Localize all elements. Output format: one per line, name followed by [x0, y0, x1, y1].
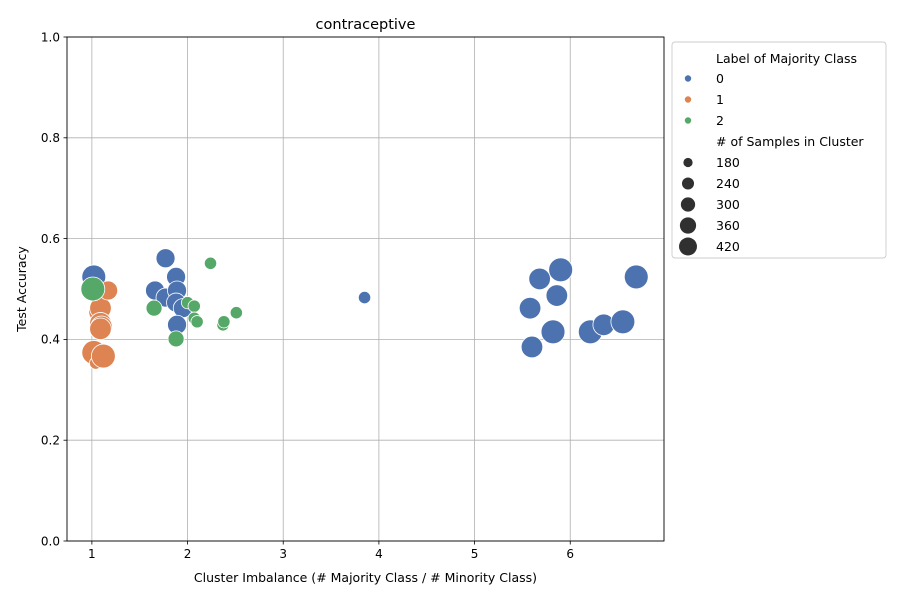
data-points: [80, 248, 649, 370]
data-point-class-2: [80, 276, 106, 302]
legend-size-marker: [679, 217, 697, 234]
x-tick-label: 5: [471, 547, 479, 561]
data-point-class-0: [548, 257, 574, 283]
data-point-class-0: [610, 309, 636, 335]
data-point-class-0: [528, 267, 551, 291]
legend-size-label: 240: [716, 176, 740, 191]
x-tick-label: 3: [279, 547, 287, 561]
y-tick-label: 0.4: [41, 333, 60, 347]
legend-size-marker: [681, 177, 695, 190]
data-point-class-2: [217, 315, 231, 329]
y-tick-label: 1.0: [41, 30, 60, 44]
x-tick-label: 6: [566, 547, 574, 561]
data-point-class-0: [155, 248, 176, 269]
legend-hue-label: 2: [716, 113, 724, 128]
data-point-class-2: [203, 256, 218, 270]
legend: Label of Majority Class 0 1 2 # of Samples i…: [671, 41, 887, 259]
legend-size-marker: [683, 157, 693, 168]
y-tick-label: 0.8: [41, 131, 60, 145]
legend-hue-marker: [684, 75, 692, 82]
x-tick-label: 4: [375, 547, 383, 561]
data-point-class-2: [190, 315, 204, 329]
data-point-class-0: [518, 296, 542, 320]
x-tick-label: 2: [184, 547, 192, 561]
data-point-class-0: [357, 290, 372, 305]
plot-frame: [66, 36, 665, 542]
data-point-class-1: [89, 317, 112, 341]
data-point-class-2: [229, 306, 243, 320]
legend-size-label: 360: [716, 218, 740, 233]
legend-hue-marker: [684, 96, 692, 103]
data-point-class-0: [623, 264, 649, 290]
data-point-class-2: [145, 299, 163, 317]
y-tick-label: 0.2: [41, 434, 60, 448]
data-point-class-1: [90, 343, 116, 369]
data-point-class-0: [520, 335, 544, 359]
legend-hue-label: 0: [716, 71, 724, 86]
data-point-class-0: [540, 319, 566, 345]
legend-size-label: 420: [716, 239, 740, 254]
chart-title: contraceptive: [316, 17, 416, 33]
legend-size-title: # of Samples in Cluster: [716, 134, 864, 149]
legend-frame: [671, 41, 887, 259]
legend-size-marker: [679, 237, 697, 256]
legend-size-label: 300: [716, 197, 740, 212]
data-point-class-2: [167, 330, 185, 348]
y-tick-label: 0.0: [41, 534, 60, 548]
y-tick-label: 0.6: [41, 232, 60, 246]
axis-ticks: 1 2 3 4 5 6 0.0 0.2 0.4 0.6 0.8 1.0: [41, 30, 574, 561]
x-axis-label: Cluster Imbalance (# Majority Class / # …: [194, 570, 537, 585]
legend-hue-marker: [684, 117, 692, 124]
legend-size-marker: [680, 197, 696, 212]
legend-size-label: 180: [716, 155, 740, 170]
data-point-class-2: [187, 299, 201, 313]
legend-hue-label: 1: [716, 92, 724, 107]
legend-hue-title: Label of Majority Class: [716, 51, 857, 66]
data-point-class-0: [545, 284, 569, 307]
y-axis-label: Test Accuracy: [14, 246, 29, 333]
x-tick-label: 1: [88, 547, 96, 561]
